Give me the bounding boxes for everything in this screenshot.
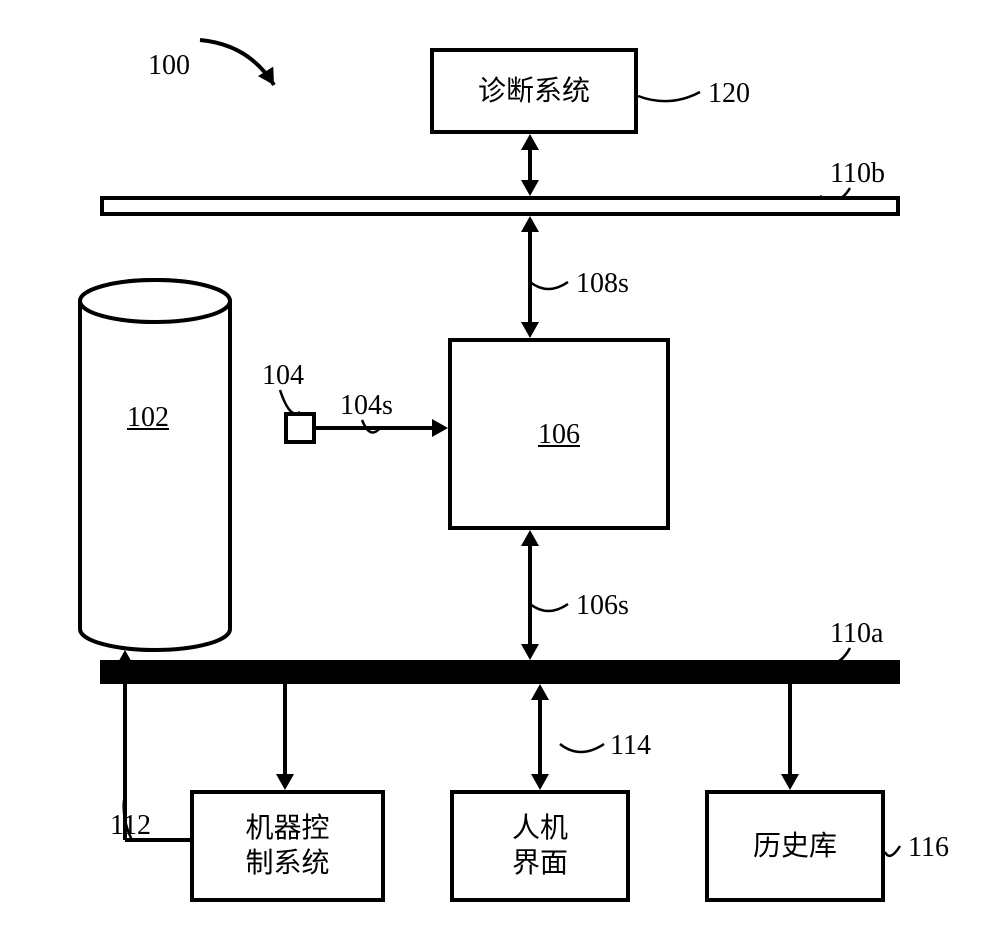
diagram-stage: 诊断系统 106 102 机器控 制系统 人机 界面 历史库 100 120 110b 108s 1… (0, 0, 1000, 945)
callout-7: 110a (830, 618, 883, 650)
callout-2: 110b (830, 158, 885, 190)
node-n104box (284, 412, 316, 444)
callout-10: 116 (908, 832, 949, 864)
node-n116: 历史库 (705, 790, 885, 902)
node-n114: 人机 界面 (450, 790, 630, 902)
node-n106-label: 106 (538, 417, 580, 452)
callout-9: 112 (110, 810, 151, 842)
node-n114-label: 人机 界面 (512, 811, 568, 881)
node-n102-label: 102 (127, 402, 169, 434)
callout-3: 108s (576, 268, 629, 300)
callout-0: 100 (148, 50, 190, 82)
node-bus_bot (100, 660, 900, 684)
callout-6: 106s (576, 590, 629, 622)
callout-4: 104 (262, 360, 304, 392)
callout-1: 120 (708, 78, 750, 110)
node-n116-label: 历史库 (753, 829, 837, 864)
node-bus_top (100, 196, 900, 216)
node-n112: 机器控 制系统 (190, 790, 385, 902)
node-n112-label: 机器控 制系统 (245, 811, 329, 881)
callout-8: 114 (610, 730, 651, 762)
node-n120: 诊断系统 (430, 48, 638, 134)
node-n106: 106 (448, 338, 670, 530)
node-n120-label: 诊断系统 (478, 74, 590, 109)
callout-5: 104s (340, 390, 393, 422)
